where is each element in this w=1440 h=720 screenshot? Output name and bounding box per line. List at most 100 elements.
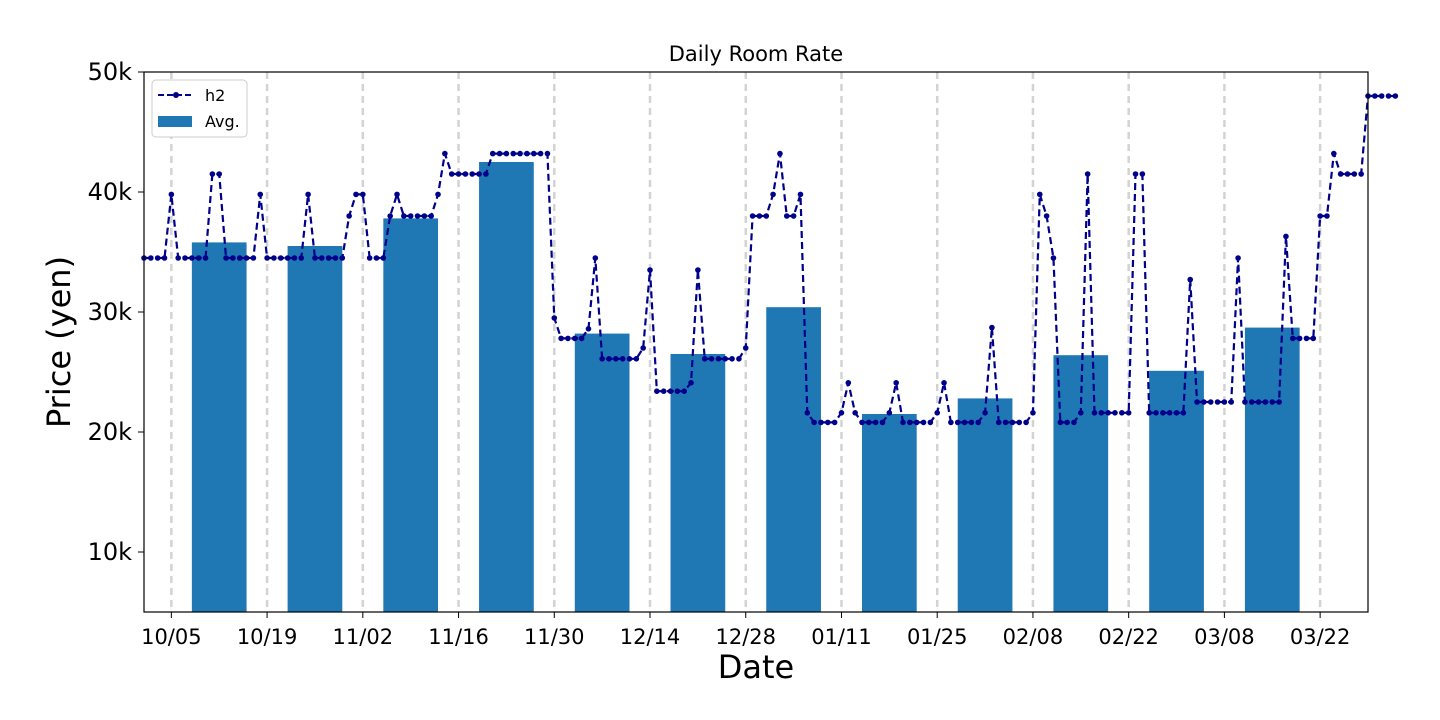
h2-point [510,150,517,157]
h2-point [1002,419,1009,426]
h2-point [1112,410,1118,416]
h2-point [626,356,633,362]
h2-point [913,419,920,426]
h2-point [277,255,284,261]
h2-point [736,356,742,362]
h2-point [1084,171,1091,177]
h2-point [407,213,414,219]
h2-point [1119,410,1125,416]
h2-point [907,419,913,426]
h2-point [879,419,886,426]
h2-point [688,380,694,386]
h2-point [401,213,407,219]
h2-point [886,410,893,416]
legend-label-avg: Avg. [205,112,240,131]
h2-point [257,191,264,198]
h2-point [866,419,872,426]
h2-point [613,356,619,362]
h2-point [236,255,243,261]
legend-bar-swatch [158,116,192,127]
h2-point [1276,399,1282,405]
h2-point [1009,419,1016,426]
h2-point [1091,410,1098,416]
h2-point [544,150,551,157]
h2-point [394,191,400,198]
h2-point [558,335,564,342]
h2-point [708,356,715,362]
x-tick-label: 12/14 [620,625,681,649]
h2-point [756,213,763,219]
avg-bar [861,414,917,612]
x-tick-label: 01/25 [907,625,968,649]
x-tick-label: 03/22 [1290,625,1351,649]
h2-point [360,191,366,198]
avg-bar [287,246,343,612]
h2-point [1071,419,1077,426]
h2-point [148,255,154,261]
h2-point [346,213,352,219]
h2-point [476,171,482,177]
h2-point [961,419,968,426]
x-tick-label: 03/08 [1194,625,1255,649]
h2-point [654,388,660,395]
h2-point [1023,419,1029,426]
h2-point [1064,419,1070,426]
h2-point [1262,399,1269,405]
h2-point [995,419,1002,426]
h2-point [1385,93,1392,99]
x-tick-label: 11/16 [428,625,489,649]
h2-point [647,267,653,273]
h2-point [1310,335,1317,342]
h2-point [1105,410,1111,416]
h2-point [770,191,776,198]
h2-point [455,171,462,177]
h2-point [722,356,729,362]
x-tick-label: 10/05 [141,625,202,649]
h2-point [1235,255,1241,261]
h2-point [1139,171,1146,177]
h2-point [1337,171,1344,177]
h2-point [893,380,899,386]
avg-bar [1053,355,1109,612]
avg-bars [191,162,1300,612]
h2-point [695,267,701,273]
x-tick-label: 02/08 [1003,625,1064,649]
avg-bar [957,398,1013,612]
h2-point [599,356,605,362]
h2-point [216,171,223,177]
x-tick-label: 02/22 [1098,625,1159,649]
x-axis: 10/05 10/19 11/02 11/16 11/30 12/14 12/28 01/11… [141,612,1350,649]
h2-point [1378,93,1385,99]
h2-point [667,388,674,395]
x-tick-label: 01/11 [811,625,872,649]
h2-point [462,171,469,177]
h2-point [797,191,804,198]
h2-point [209,171,216,177]
h2-point [469,171,476,177]
h2-point [489,150,496,157]
h2-point [318,255,325,261]
h2-point [1173,410,1180,416]
h2-point [934,410,941,416]
h2-point [1289,335,1296,342]
h2-point [1036,191,1043,198]
h2-point [1160,410,1166,416]
h2-point [380,255,387,261]
h2-point [284,255,291,261]
h2-point [1358,171,1364,177]
h2-point [968,419,975,426]
h2-point [182,255,188,261]
h2-point [1132,171,1139,177]
h2-point [325,255,332,261]
y-axis: 10k 20k 30k 40k 50k [88,58,144,566]
h2-point [1242,399,1248,405]
h2-point [633,356,640,362]
avg-bar [574,333,630,612]
h2-point [435,191,441,198]
h2-point [1351,171,1358,177]
avg-bar [383,218,439,612]
h2-point [804,410,811,416]
h2-point [154,255,161,261]
h2-point [332,255,339,261]
h2-point [1050,255,1057,261]
